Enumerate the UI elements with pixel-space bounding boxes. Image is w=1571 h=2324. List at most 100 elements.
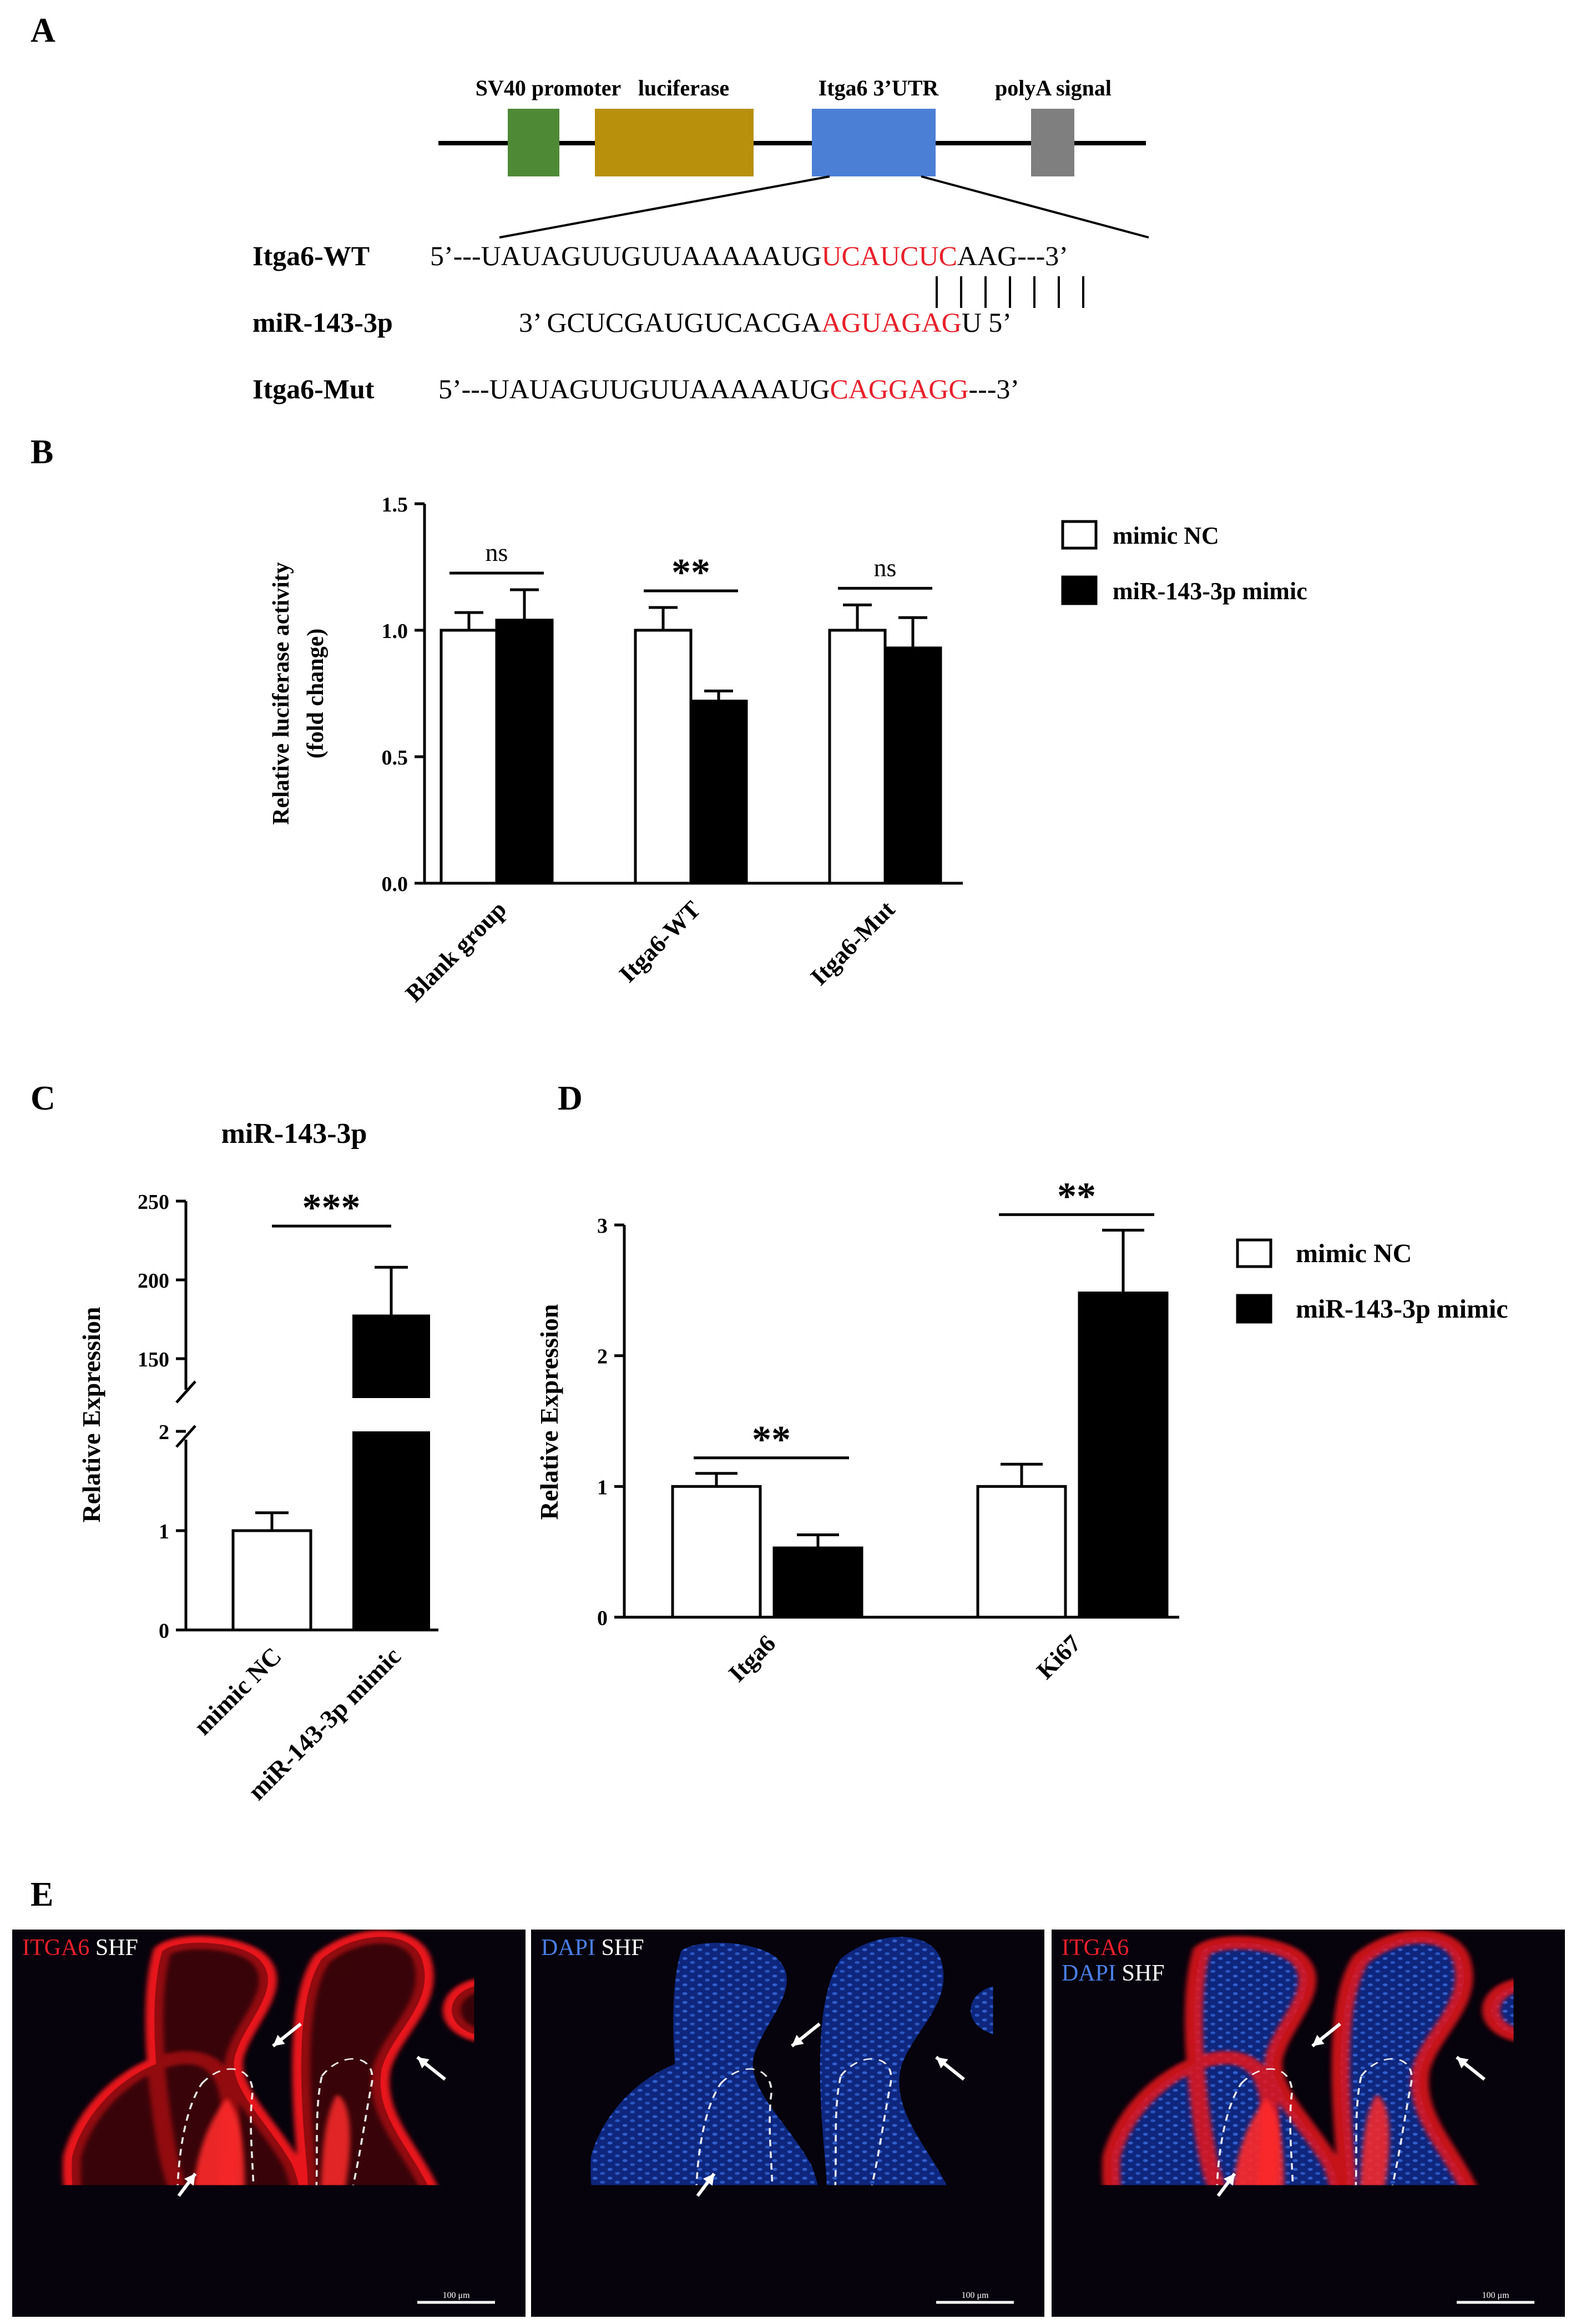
y-tick-label: 2 [597, 1345, 608, 1369]
bar-mimic-nc [231, 1529, 312, 1632]
shf-outline [176, 2068, 255, 2185]
mir-sequence: 3’ GCUCGAUGUCACGAAGUAGAGU 5’ [519, 307, 1012, 338]
sv40-label: SV40 promoter [476, 75, 622, 100]
legend-swatch-mimic-nc [1061, 520, 1098, 550]
mut-seq-suffix: ---3’ [968, 373, 1019, 404]
wt-seq-site: UCAUCUC [821, 240, 957, 271]
utr-box [812, 109, 936, 176]
shf-outline [834, 2058, 892, 2185]
y-axis-label: Relative luciferase activity (fold change… [269, 562, 329, 824]
mut-sequence: 5’---UAUAGUUGUUAAAAAUGCAGGAGG---3’ [438, 373, 1019, 404]
channel-label-shf: SHF [1116, 1961, 1165, 1986]
arrow-head [417, 2057, 430, 2069]
bar-mir-mimic [772, 1546, 863, 1619]
y-tick-label: 3 [597, 1214, 608, 1238]
bar-mir-mimic [883, 646, 942, 885]
bar-mimic-nc [828, 629, 887, 885]
y-tick-label: 0.5 [382, 746, 408, 769]
channel-label: ITGA6 DAPI SHF [1062, 1935, 1165, 1986]
chart-title: miR-143-3p [221, 1118, 367, 1150]
significance-label: ** [752, 1419, 791, 1461]
polya-box [1031, 109, 1074, 176]
y-tick-label: 0.0 [382, 873, 408, 896]
x-tick-label: Itga6-Mut [805, 895, 900, 990]
shf-outline [1216, 2068, 1294, 2185]
panel-letter-b: B [31, 433, 53, 471]
legend-label-mir-mimic: miR-143-3p mimic [1113, 578, 1307, 605]
mir-seq-prefix: 3’ GCUCGAUGUCACGA [519, 307, 821, 338]
panel-letter-e: E [31, 1876, 53, 1913]
channel-label-itga6: ITGA6 [1062, 1935, 1129, 1961]
bar-mimic-nc [634, 629, 693, 885]
scale-bar-label: 100 μm [442, 2291, 470, 2300]
panel-letter-c: C [31, 1080, 55, 1117]
panel-letter-a: A [31, 12, 55, 49]
legend-swatch-mir-mimic [1236, 1294, 1272, 1324]
shf-outline [1355, 2058, 1413, 2185]
x-tick-label: Ki67 [1031, 1629, 1086, 1684]
y-axis-label: Relative Expression [77, 1307, 105, 1523]
y-axis-label-line: (fold change) [303, 629, 329, 759]
y-tick-label: 150 [138, 1348, 169, 1371]
zoom-line-right [921, 175, 1149, 239]
significance-label: ns [874, 553, 897, 581]
y-axis-label-line: Relative luciferase activity [269, 562, 294, 824]
bar-mir-mimic-lower [352, 1431, 430, 1630]
legend-label-mimic-nc: mimic NC [1113, 522, 1219, 549]
x-tick-label: Itga6-WT [614, 895, 706, 988]
wt-sequence: 5’---UAUAGUUGUUAAAAAUGUCAUCUCAAG---3’ [430, 240, 1068, 271]
y-tick-label: 0 [159, 1619, 169, 1643]
bar-mimic-nc [671, 1485, 762, 1619]
x-tick-label: mimic NC [188, 1642, 287, 1740]
y-axis-label: Relative Expression [535, 1304, 563, 1520]
y-tick-label: 0 [597, 1607, 608, 1630]
legend-swatch-mimic-nc [1236, 1238, 1272, 1268]
arrow-head [792, 2034, 804, 2046]
luciferase-label: luciferase [638, 75, 729, 100]
significance-label: ** [1057, 1175, 1096, 1218]
scale-bar-label: 100 μm [961, 2291, 989, 2300]
panel-a: SV40 promoter luciferase Itga6 3’UTR polyA … [252, 75, 1149, 404]
mut-seq-site: CAGGAGG [830, 373, 968, 404]
micrograph-dapi: DAPI SHF 100 μm [531, 1930, 1044, 2317]
arrow-head [703, 2174, 714, 2186]
arrow-head [1312, 2034, 1325, 2046]
y-tick-label: 1.0 [382, 620, 408, 643]
axis-break-mark [175, 1425, 196, 1448]
x-tick-label: Blank group [400, 895, 512, 1007]
panel-c: miR-143-3p 0 1 2 150 200 250 Relative Expressio… [77, 1118, 438, 1805]
shf-outline [695, 2068, 774, 2185]
bar-mir-mimic [495, 619, 554, 885]
significance-label: *** [302, 1187, 361, 1229]
legend-label-mir-mimic: miR-143-3p mimic [1296, 1294, 1508, 1324]
itga6-shf-signal [194, 2098, 245, 2185]
significance-label: ns [486, 538, 508, 566]
channel-label-itga6: ITGA6 [22, 1935, 89, 1961]
bar-mir-mimic [1078, 1292, 1169, 1619]
polya-label: polyA signal [995, 75, 1112, 100]
panel-d: 0 1 2 3 Relative Expression ** Itga6 ** Ki67 mimi… [535, 1175, 1508, 1687]
micrograph-merge: ITGA6 DAPI SHF 100 μm [1052, 1930, 1565, 2317]
zoom-line-left [499, 175, 830, 239]
micrograph-tissue [1111, 1937, 1514, 2185]
micrograph-tissue [72, 1937, 474, 2185]
y-tick-label: 2 [159, 1421, 169, 1444]
sv40-box [508, 109, 559, 176]
bar-mimic-nc [440, 629, 498, 885]
wt-seq-suffix: AAG---3’ [957, 240, 1068, 271]
mir-seq-site: AGUAGAG [821, 307, 962, 338]
wt-seq-prefix: 5’---UAUAGUUGUUAAAAAUG [430, 240, 821, 271]
luciferase-box [595, 109, 754, 176]
channel-label: DAPI SHF [541, 1935, 644, 1961]
channel-label: ITGA6 SHF [22, 1935, 138, 1961]
itga6-shf-signal [321, 2094, 350, 2185]
x-tick-label: Itga6 [723, 1629, 781, 1687]
mir-name: miR-143-3p [252, 307, 393, 338]
bar-mimic-nc [976, 1485, 1067, 1619]
legend-swatch-mir-mimic [1061, 575, 1098, 605]
arrow-head [936, 2057, 948, 2069]
channel-label-dapi: DAPI [541, 1935, 595, 1961]
arrow-head [184, 2174, 195, 2186]
